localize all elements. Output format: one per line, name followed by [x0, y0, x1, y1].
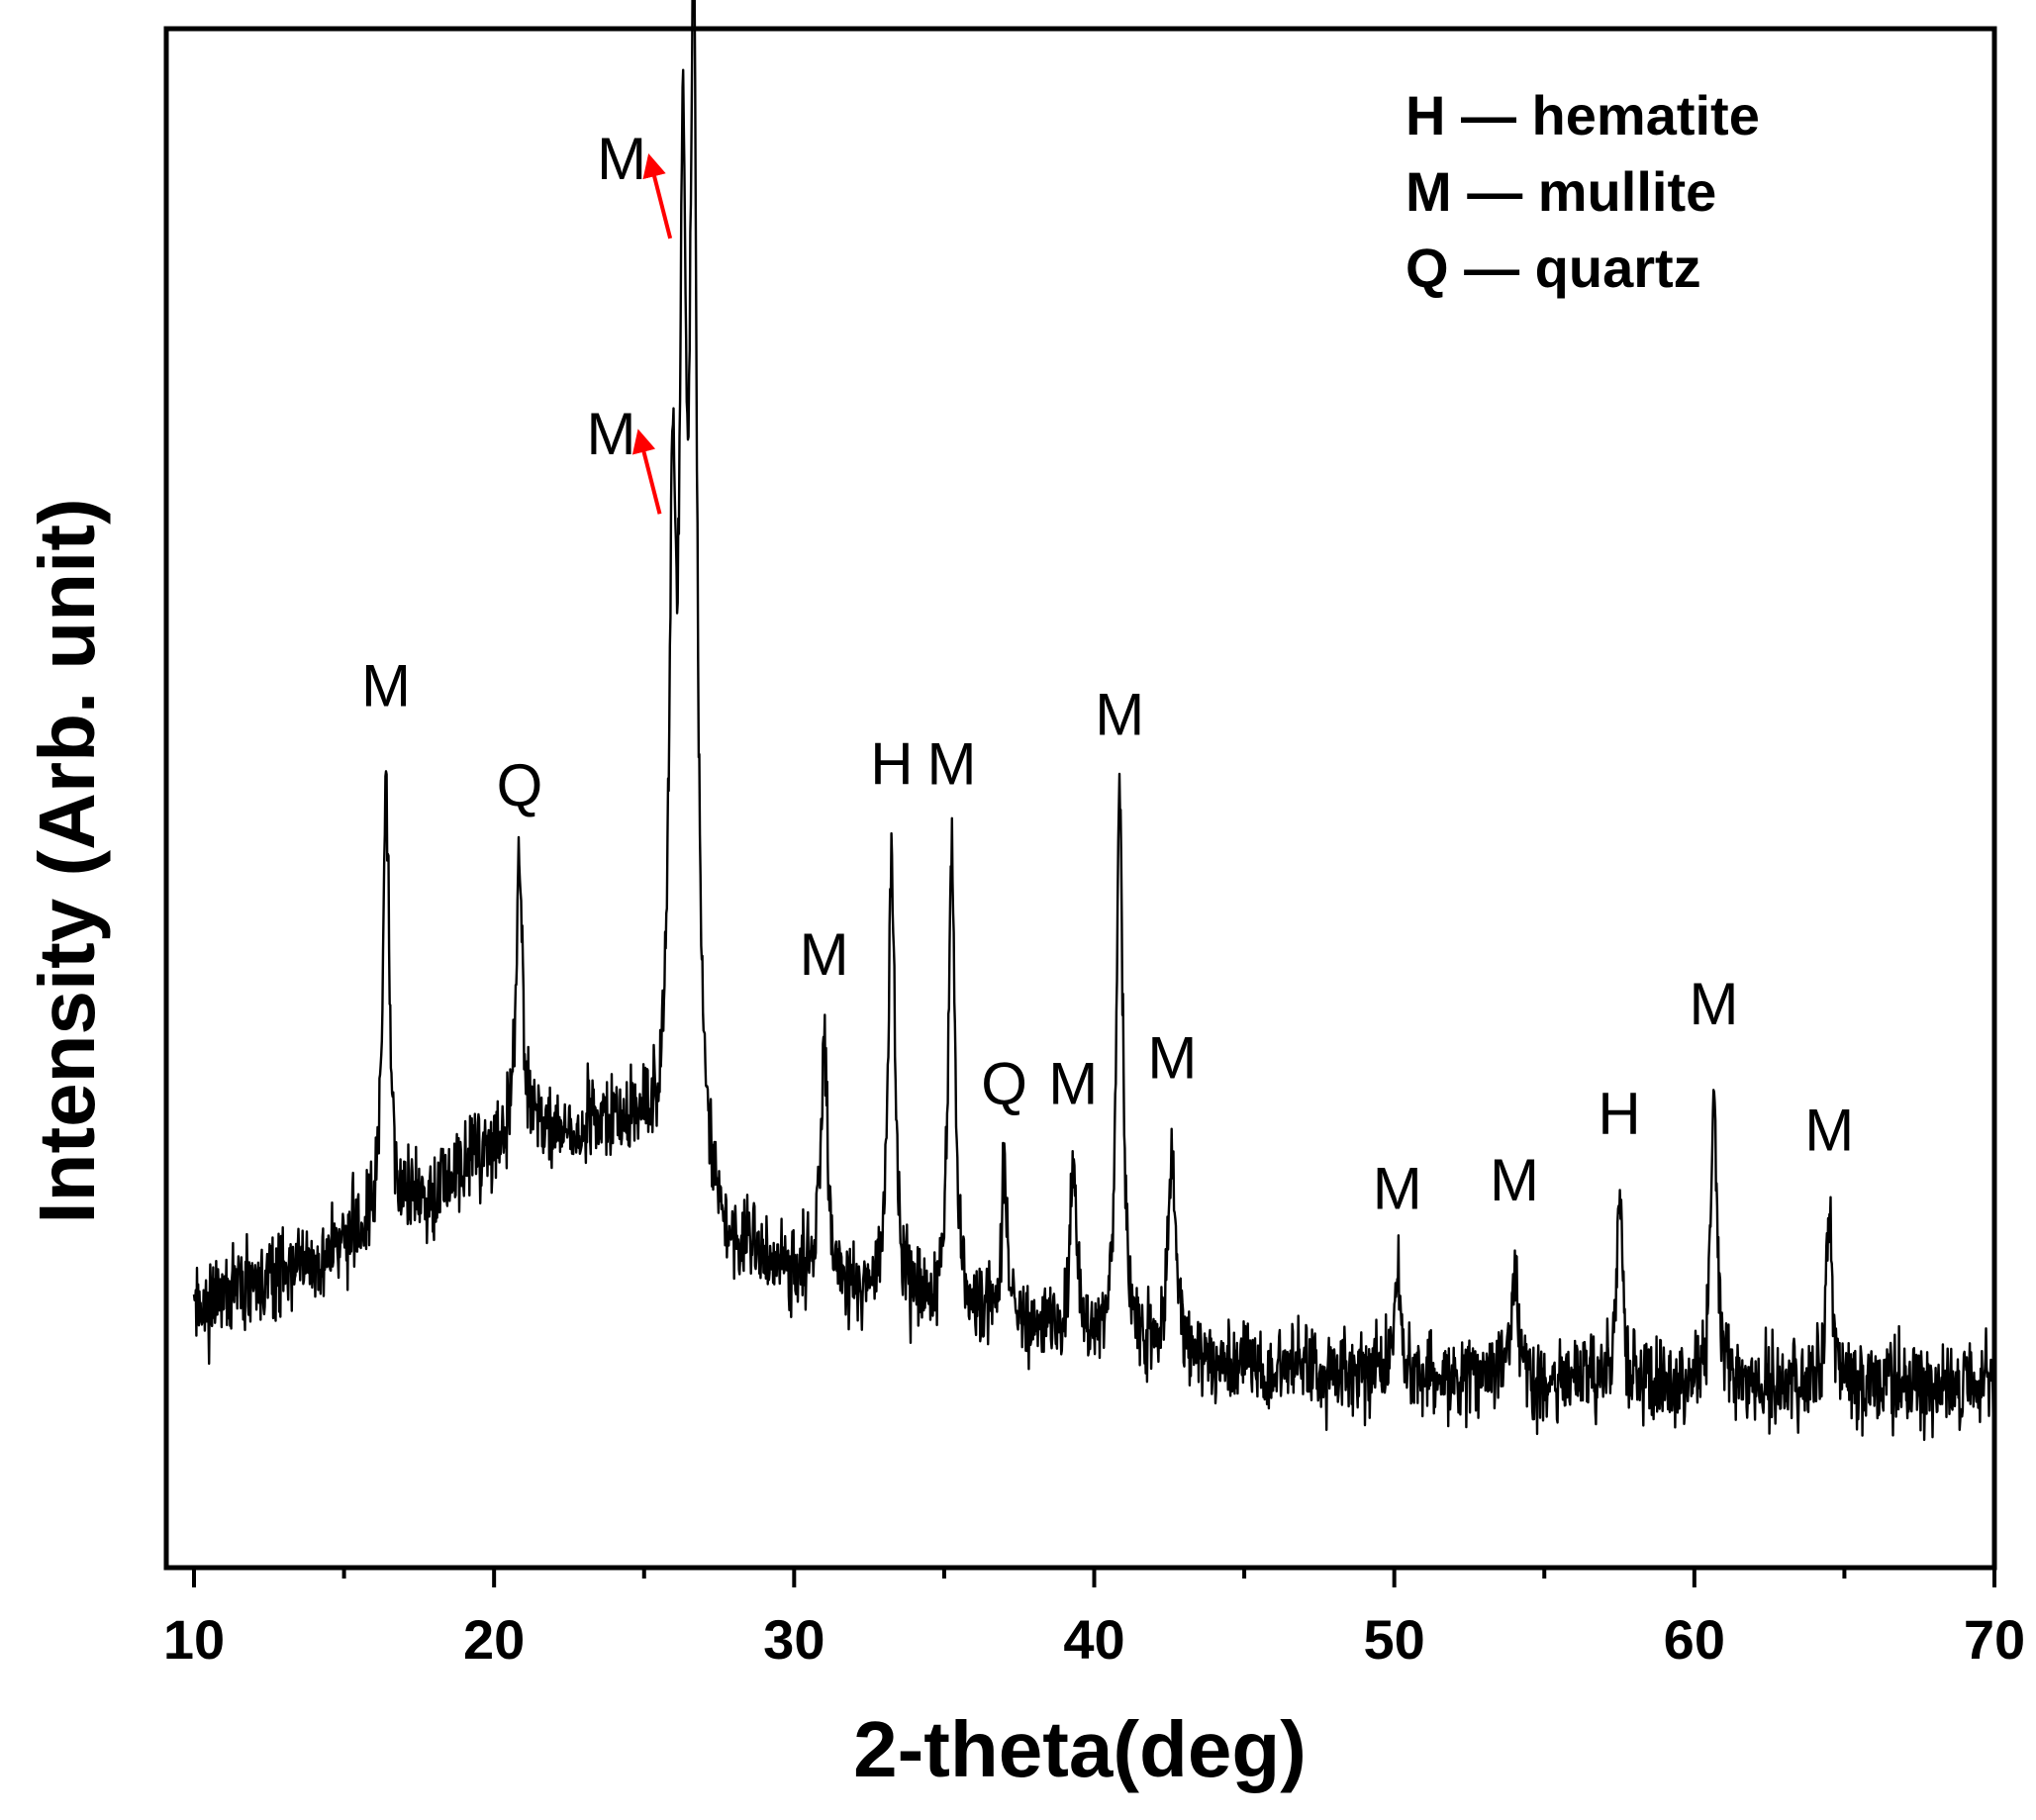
peak-label-14: H [1598, 1081, 1640, 1147]
x-tick-label-60: 60 [1664, 1608, 1725, 1671]
legend-entry-hematite: H — hematite [1406, 84, 1760, 146]
spectrum-group [192, 0, 1996, 1442]
y-axis-title: Intensity (Arb. unit) [23, 498, 111, 1223]
peak-arrow-3 [642, 152, 673, 239]
peak-label-3: M [597, 126, 646, 192]
peak-label-8: Q [981, 1051, 1027, 1117]
peak-label-7: M [927, 731, 977, 798]
peak-label-2: M [587, 401, 636, 467]
peak-label-16: M [1804, 1097, 1854, 1163]
peak-label-15: M [1690, 971, 1739, 1037]
legend: H — hematite M — mullite Q — quartz [1406, 84, 1760, 299]
peak-arrow-2 [631, 429, 662, 515]
peak-label-12: M [1373, 1156, 1422, 1222]
peak-label-11: M [1147, 1025, 1197, 1092]
peak-label-5: M [800, 921, 849, 988]
x-tick-label-10: 10 [163, 1608, 225, 1671]
xrd-spectrum-line [192, 0, 1996, 1442]
plot-frame [163, 26, 1997, 1571]
peak-labels-group: MQMMQMHMQMMMMMHMM [361, 126, 1854, 1222]
axes-group: 10 20 30 40 50 60 70 [163, 1568, 2025, 1671]
peak-label-1: Q [497, 752, 543, 818]
peak-label-0: M [361, 652, 411, 718]
x-tick-label-20: 20 [463, 1608, 525, 1671]
x-tick-label-40: 40 [1063, 1608, 1124, 1671]
peak-label-9: M [1048, 1051, 1098, 1117]
peak-label-13: M [1490, 1147, 1539, 1213]
legend-entry-quartz: Q — quartz [1406, 237, 1701, 299]
x-tick-label-70: 70 [1964, 1608, 2025, 1671]
peak-label-10: M [1095, 681, 1144, 747]
peak-label-6: H [870, 731, 913, 798]
legend-entry-mullite: M — mullite [1406, 160, 1716, 223]
x-axis-title: 2-theta(deg) [853, 1705, 1307, 1793]
x-tick-label-50: 50 [1364, 1608, 1425, 1671]
x-tick-label-30: 30 [763, 1608, 824, 1671]
